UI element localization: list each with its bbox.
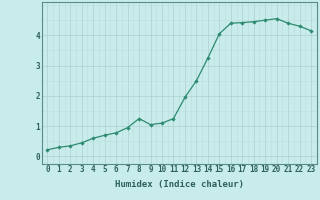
X-axis label: Humidex (Indice chaleur): Humidex (Indice chaleur) bbox=[115, 180, 244, 189]
